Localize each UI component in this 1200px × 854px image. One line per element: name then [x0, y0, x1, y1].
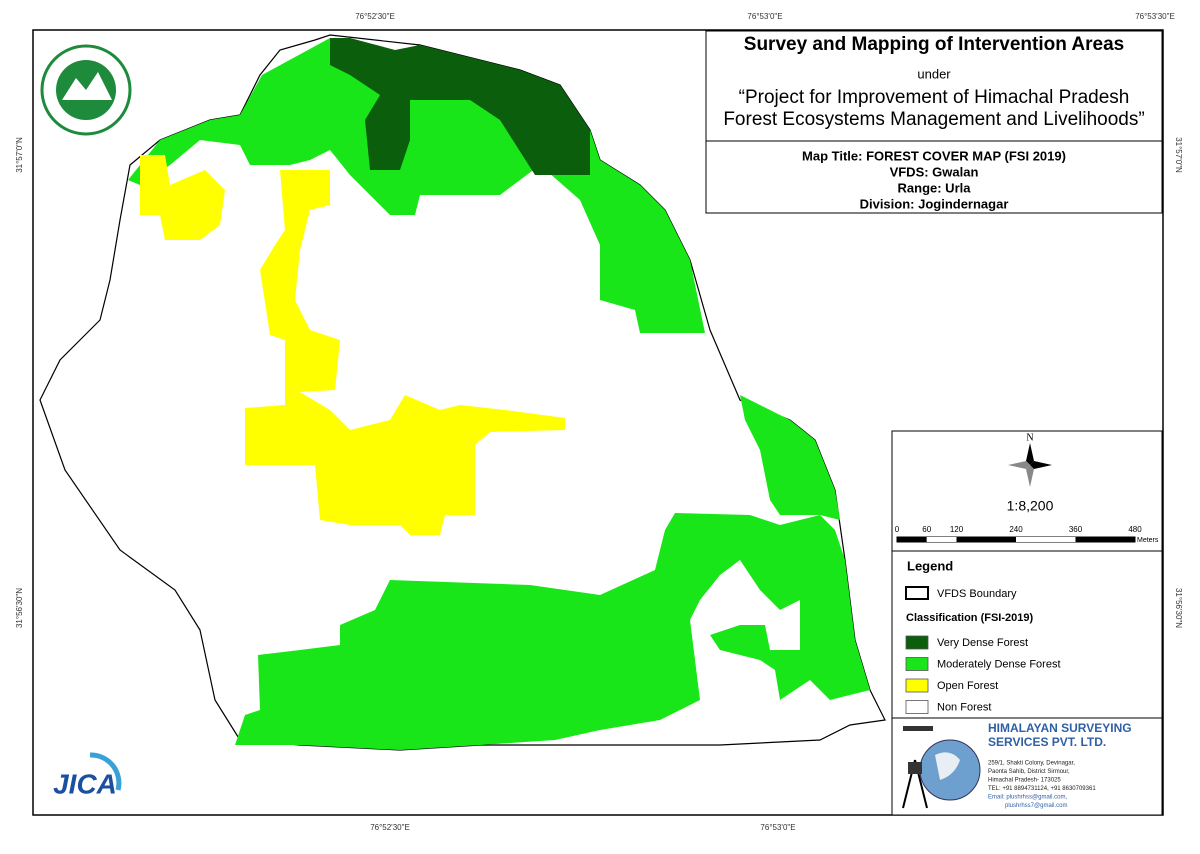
map-info: VFDS: Gwalan: [890, 164, 979, 179]
coord-label: 76°52'30"E: [355, 12, 395, 21]
company-logo: [902, 726, 981, 809]
address-line: Himachal Pradesh- 173025: [988, 778, 1061, 784]
legend-swatch: [905, 700, 929, 714]
project-line: “Project for Improvement of Himachal Pra…: [739, 87, 1130, 108]
map-info: Map Title: FOREST COVER MAP (FSI 2019): [802, 148, 1066, 163]
scale-label: 0: [895, 525, 900, 534]
scale-unit: Meters: [1137, 537, 1159, 544]
company-name: HIMALAYAN SURVEYING: [988, 721, 1132, 735]
address-line: Email: plushrhss@gmail.com,: [988, 795, 1067, 801]
scale-box: [891, 430, 1163, 552]
legend-swatch: [905, 678, 929, 693]
scale-bar: 0 60 120 240 360 480 Meters: [895, 525, 1159, 544]
legend-classes: Very Dense Forest Moderately Dense Forest…: [905, 635, 1061, 714]
map-area: [39, 34, 886, 751]
address-line: 259/1, Shakti Colony, Devinagar,: [988, 761, 1075, 767]
legend-subtitle: Classification (FSI-2019): [906, 612, 1033, 624]
coord-label: 31°56'30"N: [1174, 588, 1183, 628]
scale-segment: [926, 537, 957, 542]
open-forest-area: [140, 155, 225, 240]
coord-label: 31°57'0"N: [1174, 137, 1183, 173]
legend-label: Very Dense Forest: [937, 637, 1028, 649]
jica-text: JICA: [53, 768, 117, 799]
legend-title: Legend: [907, 558, 953, 573]
legend-box: [891, 550, 1163, 719]
legend-swatch: [905, 635, 929, 650]
company-address: 259/1, Shakti Colony, Devinagar, Paonta S…: [988, 761, 1096, 810]
address-line: Paonta Sahib, District Sirmour,: [988, 769, 1070, 775]
coord-label: 76°53'30"E: [1135, 12, 1175, 21]
map-info: Division: Jogindernagar: [860, 196, 1009, 211]
scale-label: 480: [1128, 525, 1142, 534]
legend-label: Moderately Dense Forest: [937, 658, 1061, 670]
map-info: Range: Urla: [898, 180, 972, 195]
coord-label: 31°56'30"N: [15, 588, 24, 628]
scale-label: 240: [1009, 525, 1023, 534]
coord-label: 76°53'0"E: [760, 823, 795, 832]
legend-swatch: [905, 586, 929, 600]
north-arrow: [1008, 443, 1052, 487]
scale-segment: [1016, 537, 1076, 542]
scale-segment: [1075, 537, 1135, 542]
coord-label: 76°52'30"E: [370, 823, 410, 832]
moderately-dense-area: [128, 38, 705, 333]
moderately-dense-area: [235, 513, 870, 750]
address-line: plushrhss7@gmail.com: [1005, 803, 1067, 809]
legend-label: VFDS Boundary: [937, 588, 1017, 600]
coord-label: 31°57'0"N: [15, 137, 24, 173]
scale-label: 60: [922, 525, 931, 534]
company-name: SERVICES PVT. LTD.: [988, 735, 1106, 749]
legend-label: Open Forest: [937, 680, 998, 692]
coord-label: 76°53'0"E: [747, 12, 782, 21]
forest-dept-logo: [40, 44, 132, 136]
very-dense-area: [330, 38, 590, 175]
legend-label: Non Forest: [937, 701, 991, 713]
title: Survey and Mapping of Intervention Areas: [744, 34, 1124, 55]
legend-swatch: [905, 657, 929, 671]
open-forest-area: [245, 170, 565, 535]
title-box: [705, 30, 1163, 214]
address-line: TEL: +91 8894731124, +91 8630709361: [988, 786, 1096, 792]
scale-ratio: 1:8,200: [1007, 498, 1054, 514]
jica-logo: JICA: [53, 752, 122, 799]
scale-segment: [897, 537, 927, 542]
north-label: N: [1026, 432, 1033, 443]
scale-segment: [956, 537, 1016, 542]
project-line: Forest Ecosystems Management and Livelih…: [723, 109, 1144, 130]
scale-label: 360: [1069, 525, 1083, 534]
scale-label: 120: [950, 525, 964, 534]
subtitle: under: [917, 66, 951, 81]
moderately-dense-area: [740, 395, 840, 520]
